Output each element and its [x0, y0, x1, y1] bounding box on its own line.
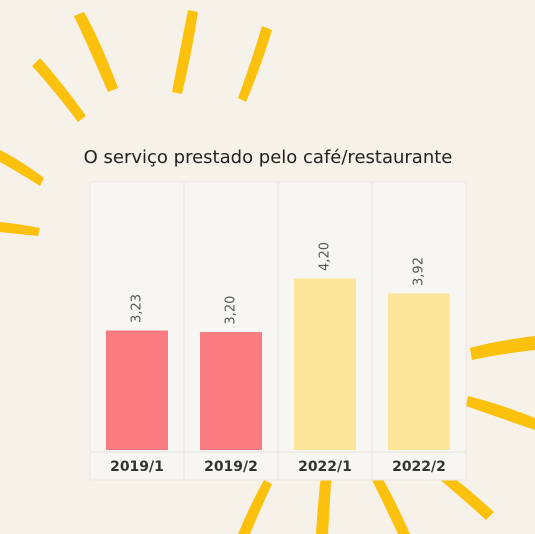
value-label: 3,20 — [224, 296, 239, 325]
x-tick-label: 2019/1 — [110, 459, 164, 475]
x-tick-label: 2019/2 — [204, 459, 258, 475]
sun-rays — [0, 10, 535, 534]
bar — [106, 330, 168, 450]
x-tick-label: 2022/2 — [392, 459, 446, 475]
chart-title: O serviço prestado pelo café/restaurante — [84, 147, 453, 168]
value-label: 3,23 — [130, 294, 145, 323]
bar — [388, 293, 450, 450]
bar — [294, 278, 356, 450]
category-dividers — [90, 182, 466, 480]
x-tick-label: 2022/1 — [298, 459, 352, 475]
value-label: 4,20 — [318, 242, 333, 271]
value-label: 3,92 — [412, 257, 427, 286]
bar — [200, 332, 262, 450]
